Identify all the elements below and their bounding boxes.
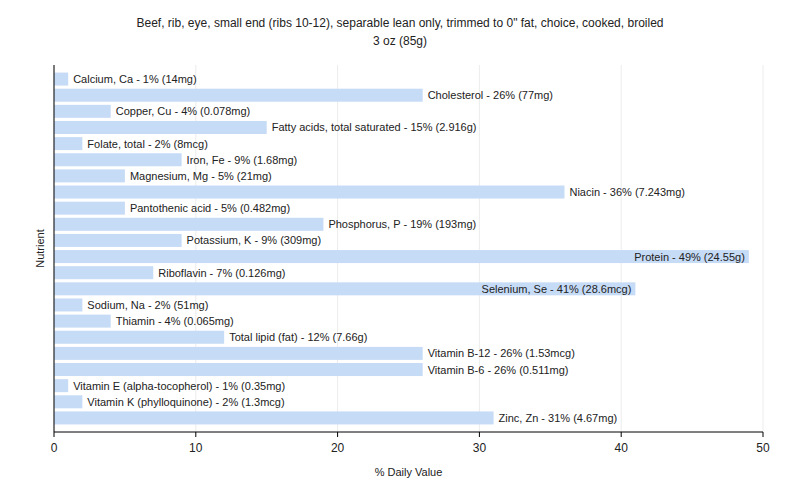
bar bbox=[54, 315, 111, 328]
subtitle: 3 oz (85g) bbox=[373, 34, 427, 48]
grid-line bbox=[337, 65, 338, 432]
bar bbox=[54, 186, 564, 199]
bar bbox=[54, 153, 182, 166]
data-label: Calcium, Ca - 1% (14mg) bbox=[73, 73, 196, 85]
x-axis-label: % Daily Value bbox=[375, 466, 443, 478]
data-label: Vitamin K (phylloquinone) - 2% (1.3mcg) bbox=[87, 396, 284, 408]
bar bbox=[54, 395, 82, 408]
bar bbox=[54, 137, 82, 150]
data-label: Sodium, Na - 2% (51mg) bbox=[87, 299, 208, 311]
grid-line bbox=[479, 65, 480, 432]
data-label: Fatty acids, total saturated - 15% (2.91… bbox=[272, 121, 477, 133]
bar bbox=[54, 202, 125, 215]
x-axis bbox=[54, 432, 763, 433]
x-tick-label: 10 bbox=[189, 441, 203, 455]
data-label: Total lipid (fat) - 12% (7.66g) bbox=[229, 331, 367, 343]
data-label: Protein - 49% (24.55g) bbox=[634, 251, 745, 263]
bars bbox=[54, 73, 749, 425]
grid-line bbox=[195, 65, 196, 432]
data-label: Vitamin B-6 - 26% (0.511mg) bbox=[428, 364, 569, 376]
x-tick bbox=[479, 432, 480, 437]
bar bbox=[54, 105, 111, 118]
bar bbox=[54, 73, 68, 86]
bar bbox=[54, 266, 153, 279]
bar bbox=[54, 347, 423, 360]
data-label: Magnesium, Mg - 5% (21mg) bbox=[130, 170, 272, 182]
data-label: Iron, Fe - 9% (1.68mg) bbox=[187, 154, 298, 166]
data-label: Pantothenic acid - 5% (0.482mg) bbox=[130, 202, 290, 214]
x-tick-label: 0 bbox=[51, 441, 58, 455]
bar bbox=[54, 121, 267, 134]
data-label: Niacin - 36% (7.243mg) bbox=[569, 186, 685, 198]
title: Beef, rib, eye, small end (ribs 10-12), … bbox=[137, 16, 664, 30]
x-tick bbox=[195, 432, 196, 437]
x-tick-label: 20 bbox=[331, 441, 345, 455]
grid-line bbox=[763, 65, 764, 432]
data-label: Potassium, K - 9% (309mg) bbox=[187, 234, 322, 246]
data-label: Cholesterol - 26% (77mg) bbox=[428, 89, 553, 101]
y-axis bbox=[54, 65, 55, 432]
data-label: Copper, Cu - 4% (0.078mg) bbox=[116, 105, 251, 117]
x-tick bbox=[621, 432, 622, 437]
bar bbox=[54, 282, 635, 295]
bar bbox=[54, 234, 182, 247]
data-label: Phosphorus, P - 19% (193mg) bbox=[328, 218, 476, 230]
x-tick bbox=[54, 432, 55, 437]
chart: Beef, rib, eye, small end (ribs 10-12), … bbox=[0, 0, 800, 500]
data-label: Thiamin - 4% (0.065mg) bbox=[116, 315, 234, 327]
bar bbox=[54, 169, 125, 182]
bar bbox=[54, 218, 323, 231]
data-label: Riboflavin - 7% (0.126mg) bbox=[158, 267, 285, 279]
bar bbox=[54, 298, 82, 311]
bar bbox=[54, 379, 68, 392]
data-label: Vitamin E (alpha-tocopherol) - 1% (0.35m… bbox=[73, 380, 285, 392]
bar bbox=[54, 89, 423, 102]
x-tick-label: 50 bbox=[756, 441, 770, 455]
x-tick bbox=[337, 432, 338, 437]
data-label: Selenium, Se - 41% (28.6mcg) bbox=[482, 283, 632, 295]
grid-line bbox=[54, 65, 55, 432]
x-tick-label: 30 bbox=[473, 441, 487, 455]
bar bbox=[54, 363, 423, 376]
x-tick-label: 40 bbox=[615, 441, 629, 455]
bar bbox=[54, 250, 749, 263]
data-label: Zinc, Zn - 31% (4.67mg) bbox=[499, 412, 618, 424]
y-axis-label: Nutrient bbox=[34, 229, 46, 268]
data-label: Vitamin B-12 - 26% (1.53mcg) bbox=[428, 347, 575, 359]
bar bbox=[54, 411, 494, 424]
grid-line bbox=[621, 65, 622, 432]
x-tick bbox=[763, 432, 764, 437]
data-label: Folate, total - 2% (8mcg) bbox=[87, 138, 207, 150]
bar bbox=[54, 331, 224, 344]
